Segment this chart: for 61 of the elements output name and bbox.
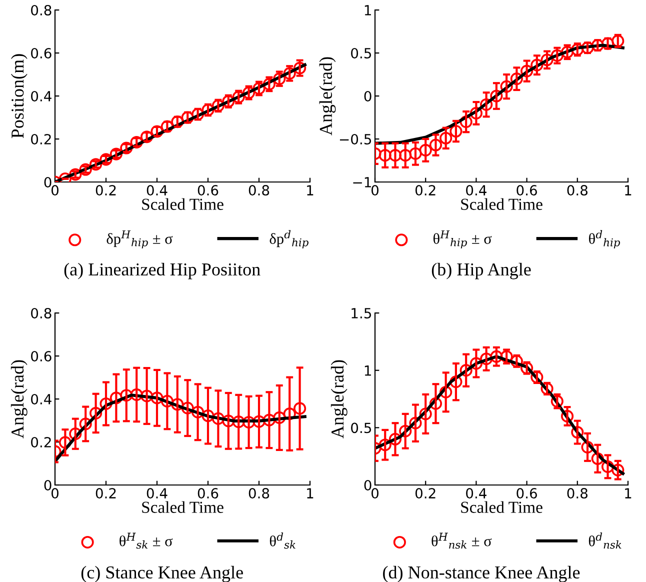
- x-axis-title: Scaled Time: [461, 501, 542, 513]
- legend-label: δp$^{d}$$_{hip}$: [270, 230, 308, 248]
- x-tick-label: 0.8: [567, 185, 588, 196]
- y-tick-label: 1: [364, 365, 371, 376]
- x-tick-label: 0.8: [567, 488, 588, 499]
- x-tick-label: 1: [625, 488, 632, 498]
- x-tick-label: 0.2: [96, 185, 116, 196]
- y-tick-label: 1.5: [352, 308, 372, 318]
- x-tick-label: 0.4: [466, 185, 486, 196]
- y-tick-label: 0: [44, 176, 52, 188]
- x-axis-title: Scaled Time: [461, 198, 542, 210]
- legend-label: θ$^{d}$$_{nsk}$: [588, 532, 622, 549]
- x-tick-label: 0.8: [248, 185, 270, 196]
- x-tick-label: 1: [307, 488, 314, 498]
- text: (b) Hip Angle: [432, 262, 531, 280]
- x-tick-label: 0.6: [516, 488, 537, 499]
- x-tick-label: 0.6: [516, 185, 537, 196]
- y-tick-label: 0.8: [31, 308, 52, 318]
- text: (a) Linearized Hip Posiiton: [64, 262, 260, 280]
- legend-label: θ$^{H}$$_{nsk}$ ± σ: [432, 532, 492, 549]
- legend-label: θ$^{H}$$_{sk}$ ± σ: [120, 532, 173, 549]
- x-tick-label: 0.4: [146, 488, 168, 499]
- y-tick-label: 0.5: [351, 422, 372, 434]
- x-axis-title: Scaled Time: [142, 198, 224, 210]
- y-axis-title: Position(m): [10, 54, 28, 138]
- y-axis-title: Angle(rad): [319, 57, 336, 136]
- x-tick-label: 0: [51, 185, 58, 196]
- x-tick-label: 0.2: [96, 488, 116, 499]
- x-tick-label: 1: [625, 185, 632, 196]
- y-tick-label: 0: [44, 480, 52, 490]
- y-tick-label: 1: [364, 5, 371, 16]
- y-axis-title: Angle(rad): [330, 360, 348, 438]
- x-tick-label: 0.2: [415, 185, 436, 196]
- y-tick-label: 0: [364, 90, 372, 102]
- y-tick-label: 0: [364, 480, 372, 490]
- legend-label: θ$^{d}$$_{hip}$: [588, 230, 620, 248]
- y-tick-label: 0.5: [351, 48, 372, 58]
- y-tick-label: 0.4: [31, 394, 52, 404]
- legend-label: θ$^{d}$$_{sk}$: [270, 532, 296, 549]
- y-axis-title: Angle(rad): [10, 360, 28, 438]
- x-tick-label: 0.4: [146, 185, 168, 196]
- text: (c) Stance Knee Angle: [81, 566, 243, 582]
- legend-label: θ$^{H}$$_{hip}$ ± σ: [433, 230, 492, 248]
- legend-label: δp$^{H}$$_{hip}$ ± σ: [106, 230, 173, 248]
- x-tick-label: 0.6: [198, 488, 218, 499]
- y-tick-label: 0.2: [31, 436, 51, 448]
- x-tick-label: 1: [307, 185, 314, 196]
- text: (d) Non-stance Knee Angle: [383, 566, 580, 582]
- y-tick-label: −1: [353, 177, 371, 188]
- y-tick-label: 0.8: [31, 4, 52, 16]
- y-tick-label: 0.2: [31, 134, 51, 144]
- x-axis-title: Scaled Time: [142, 501, 224, 513]
- x-tick-label: 0.4: [466, 488, 486, 499]
- y-tick-label: 0.6: [31, 350, 52, 362]
- y-tick-label: 0.4: [31, 90, 52, 102]
- y-tick-label: 0.6: [31, 48, 52, 58]
- x-tick-label: 0.2: [415, 488, 436, 499]
- x-tick-label: 0: [51, 488, 58, 499]
- x-tick-label: 0.6: [198, 185, 218, 196]
- x-tick-label: 0.8: [248, 488, 270, 499]
- y-tick-label: −0.5: [340, 134, 372, 144]
